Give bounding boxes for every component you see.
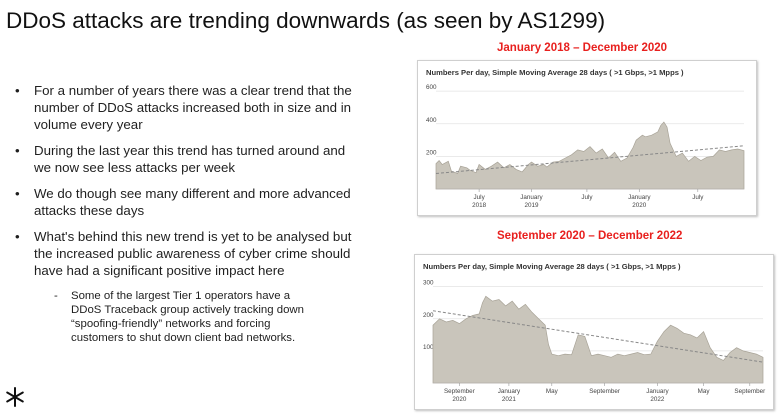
slide-title: DDoS attacks are trending downwards (as … [6, 8, 606, 33]
chart-2018-2020-ytick-label: 200 [426, 149, 437, 156]
chart-2020-2022-xtick-label: January [498, 388, 521, 395]
bullet-item: • We do though see many different and mo… [14, 185, 354, 219]
chart-2018-2020-title: Numbers Per day, Simple Moving Average 2… [426, 68, 684, 77]
chart-2020-2022-ytick-label: 300 [423, 280, 434, 287]
chart-2018-2020-series-area [435, 121, 745, 190]
bullet-item: • For a number of years there was a clea… [14, 82, 354, 133]
bullet-text: During the last year this trend has turn… [34, 143, 346, 175]
chart-2020-2022-title: Numbers Per day, Simple Moving Average 2… [423, 262, 681, 271]
chart-2020-2022-xtick-label: September [734, 388, 765, 395]
chart-2020-2022-ytick-label: 100 [423, 344, 434, 351]
chart-2018-2020-xtick-label: January [628, 194, 651, 201]
chart-2020-2022: Numbers Per day, Simple Moving Average 2… [414, 254, 774, 410]
chart-2020-2022-xtick-label: September [444, 388, 475, 395]
chart-2018-2020-xtick-label: January [520, 194, 543, 201]
chart-2018-2020-xtick-label: July [692, 194, 704, 201]
chart-2020-2022-ytick-label: 200 [423, 312, 434, 319]
chart-2020-2022-xtick-label: September [589, 388, 620, 395]
chart-2018-2020-trend-line [435, 145, 745, 175]
chart-2020-2022-series-area [432, 295, 764, 384]
chart-2020-2022-xtick-label: May [546, 388, 559, 395]
chart-2018-2020-xtick-label: 2020 [632, 202, 647, 209]
bullet-text: For a number of years there was a clear … [34, 83, 352, 132]
chart-2018-2020-ytick-label: 400 [426, 117, 437, 124]
chart-2020-2022-xtick-label: January [646, 388, 669, 395]
bullet-text: What's behind this new trend is yet to b… [34, 229, 352, 278]
period-label-2018-2020: January 2018 – December 2020 [497, 42, 668, 54]
chart-2018-2020-xtick-label: July [474, 194, 486, 201]
chart-2018-2020-xtick-label: 2019 [524, 202, 539, 209]
chart-2020-2022-trend-line [432, 310, 764, 363]
chart-2020-2022-xtick-label: May [698, 388, 711, 395]
asterisk-logo-icon [6, 387, 24, 407]
sub-bullet-text: Some of the largest Tier 1 operators hav… [71, 290, 304, 344]
bullet-dot-icon: • [15, 83, 20, 98]
period-label-2020-2022: September 2020 – December 2022 [497, 230, 683, 242]
chart-2018-2020-svg: Numbers Per day, Simple Moving Average 2… [426, 68, 745, 209]
bullet-item: • What's behind this new trend is yet to… [14, 228, 354, 279]
dash-icon: - [54, 290, 58, 302]
bullet-text: We do though see many different and more… [34, 186, 351, 218]
bullet-dot-icon: • [15, 143, 20, 158]
bullet-dot-icon: • [15, 229, 20, 244]
chart-2018-2020: Numbers Per day, Simple Moving Average 2… [417, 60, 757, 216]
chart-2020-2022-xtick-label: 2021 [502, 396, 517, 403]
chart-2020-2022-xtick-label: 2022 [650, 396, 665, 403]
chart-2018-2020-xtick-label: 2018 [472, 202, 487, 209]
bullet-dot-icon: • [15, 186, 20, 201]
bullet-list: • For a number of years there was a clea… [14, 82, 354, 345]
chart-2018-2020-ytick-label: 600 [426, 84, 437, 91]
chart-2018-2020-xtick-label: July [581, 194, 593, 201]
chart-2020-2022-svg: Numbers Per day, Simple Moving Average 2… [423, 262, 765, 403]
sub-bullet-item: - Some of the largest Tier 1 operators h… [14, 289, 321, 345]
bullet-item: • During the last year this trend has tu… [14, 142, 354, 176]
chart-2020-2022-xtick-label: 2020 [452, 396, 467, 403]
